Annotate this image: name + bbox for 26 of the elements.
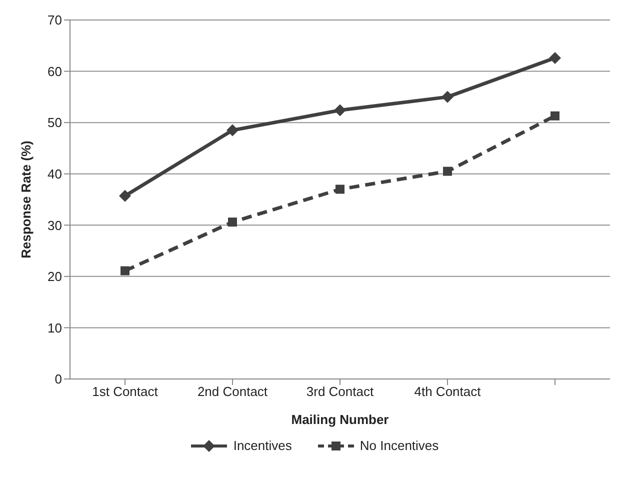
y-axis-title: Response Rate (%) [18, 140, 34, 258]
y-tick-label: 50 [48, 115, 62, 130]
point [549, 52, 561, 64]
y-tick-label: 30 [48, 218, 62, 233]
point [228, 218, 237, 227]
y-tick-label: 20 [48, 269, 62, 284]
x-axis-title: Mailing Number [291, 412, 389, 427]
point [119, 190, 131, 202]
point [443, 166, 452, 176]
point [336, 184, 344, 194]
point [226, 124, 238, 136]
x-tick-label: 4th Contact [414, 384, 482, 400]
x-tick-label: 1st Contact [92, 384, 158, 400]
x-tick-label: 3rd Contact [306, 384, 374, 400]
y-tick-label: 70 [48, 12, 62, 28]
point [442, 90, 454, 103]
legend-label: Incentives [233, 438, 292, 453]
x-tick-label: 2nd Contact [197, 384, 268, 400]
y-tick-label: 0 [54, 372, 62, 387]
point [550, 111, 560, 120]
legend-label: No Incentives [360, 438, 439, 453]
y-tick-label: 40 [48, 166, 62, 182]
y-tick-label: 60 [48, 64, 62, 79]
point [334, 104, 346, 116]
y-tick-label: 10 [48, 320, 62, 336]
point [120, 266, 130, 276]
